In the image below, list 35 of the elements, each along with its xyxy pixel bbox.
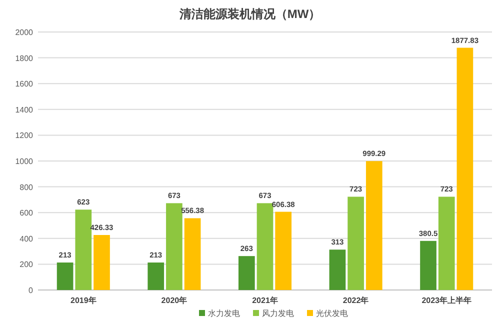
bar — [438, 196, 455, 290]
legend-label: 水力发电 — [208, 309, 240, 318]
bar — [456, 48, 474, 290]
x-tick-label: 2020年 — [161, 296, 188, 305]
bar — [420, 240, 436, 290]
y-tick-label: 2000 — [15, 28, 34, 37]
bar — [366, 161, 382, 290]
bar — [75, 210, 92, 290]
y-tick-label: 800 — [20, 182, 34, 192]
y-tick-label: 1400 — [15, 105, 34, 114]
x-tick-label: 2021年 — [252, 296, 278, 305]
bar — [329, 250, 346, 290]
bar — [166, 203, 182, 290]
x-tick-label: 2019年 — [70, 296, 96, 305]
bar — [238, 256, 255, 290]
y-tick-label: 600 — [20, 208, 34, 218]
chart-title: 清洁能源装机情况（MW） — [178, 7, 321, 21]
x-tick-label: 2022年 — [342, 296, 369, 305]
y-tick-label: 200 — [20, 260, 34, 270]
y-tick-label: 1800 — [15, 54, 34, 63]
bar — [184, 218, 201, 290]
bar — [256, 203, 274, 290]
bar — [348, 196, 364, 290]
y-tick-label: 0 — [28, 286, 34, 295]
y-tick-label: 1000 — [15, 157, 34, 166]
y-tick-label: 400 — [20, 234, 34, 244]
legend-label: 风力发电 — [262, 309, 294, 318]
bar — [56, 262, 74, 290]
bar — [94, 235, 110, 290]
x-tick-label: 2023年上半年 — [422, 296, 472, 305]
legend-label: 光伏发电 — [316, 309, 348, 318]
bar — [148, 262, 164, 290]
y-tick-label: 1600 — [15, 80, 34, 89]
y-tick-label: 1200 — [15, 131, 34, 140]
bar — [275, 212, 292, 290]
